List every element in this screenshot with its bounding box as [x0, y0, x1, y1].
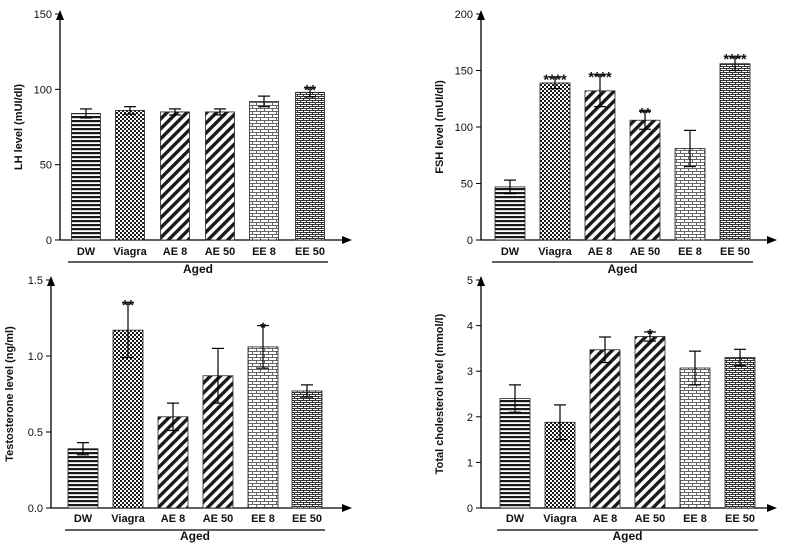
- fsh-significance-label: ****: [543, 71, 567, 88]
- lh-significance-label: **: [304, 82, 316, 99]
- fsh-x-tick-label: EE 50: [720, 246, 750, 258]
- cholesterol-x-tick-label: EE 50: [725, 513, 755, 525]
- fsh-x-tick-label: DW: [501, 246, 520, 258]
- testosterone-y-tick-label: 1.5: [28, 275, 43, 287]
- fsh-significance-label: ****: [723, 51, 747, 68]
- lh-y-tick-label: 50: [40, 160, 52, 172]
- fsh-group-label: Aged: [608, 262, 638, 276]
- cholesterol-y-axis-label: Total cholesterol level (mmol/l): [434, 313, 446, 474]
- fsh-bar: [494, 186, 526, 241]
- lh-x-tick-label: DW: [77, 246, 96, 258]
- cholesterol-bar: [679, 367, 711, 509]
- cholesterol-x-tick-label: AE 8: [593, 513, 617, 525]
- fsh-significance-label: **: [639, 105, 651, 122]
- testosterone-bar: [67, 448, 99, 509]
- fsh-x-tick-label: AE 8: [588, 246, 612, 258]
- lh-y-tick-label: 100: [34, 84, 52, 96]
- fsh-y-tick-label: 150: [455, 66, 473, 78]
- fsh-bar: [719, 63, 751, 241]
- lh-x-tick-label: Viagra: [113, 246, 147, 258]
- cholesterol-y-tick-label: 5: [467, 275, 473, 287]
- cholesterol-y-tick-label: 3: [467, 366, 473, 378]
- testosterone-y-axis-arrow-icon: [47, 276, 55, 286]
- testosterone-x-tick-label: EE 50: [292, 513, 322, 525]
- testosterone-significance-label: **: [122, 297, 134, 314]
- lh-y-tick-label: 0: [46, 235, 52, 247]
- cholesterol-y-tick-label: 1: [467, 457, 473, 469]
- cholesterol-y-axis-arrow-icon: [477, 276, 485, 286]
- cholesterol-significance-label: *: [647, 326, 653, 343]
- testosterone-x-tick-label: EE 8: [251, 513, 275, 525]
- lh-x-tick-label: EE 50: [295, 246, 325, 258]
- fsh-bar: [629, 119, 661, 241]
- cholesterol-bar: [634, 336, 666, 509]
- fsh-y-tick-label: 50: [461, 179, 473, 191]
- lh-group-label: Aged: [183, 262, 213, 276]
- lh-bar: [249, 100, 279, 241]
- lh-x-tick-label: AE 50: [205, 246, 236, 258]
- cholesterol-bar: [544, 421, 576, 509]
- testosterone-y-tick-label: 0.0: [28, 503, 43, 515]
- lh-bar: [160, 111, 190, 241]
- testosterone-x-tick-label: AE 8: [161, 513, 185, 525]
- fsh-x-tick-label: AE 50: [630, 246, 661, 258]
- cholesterol-bar: [499, 398, 531, 509]
- cholesterol-x-axis-arrow-icon: [767, 504, 777, 512]
- lh-bar: [71, 113, 101, 241]
- cholesterol-y-tick-label: 2: [467, 412, 473, 424]
- testosterone-y-axis-label: Testosterone level (ng/ml): [4, 326, 16, 462]
- cholesterol-x-tick-label: DW: [506, 513, 525, 525]
- lh-chart: 0 50 100 150 LH level (mUI/dl) DW Viagra AE 8 AE…: [13, 9, 352, 276]
- fsh-y-axis-label: FSH level (mUI/dl): [434, 80, 446, 174]
- lh-bar: [295, 91, 325, 241]
- testosterone-x-tick-label: Viagra: [111, 513, 145, 525]
- fsh-x-axis-arrow-icon: [767, 236, 777, 244]
- testosterone-bar: [291, 390, 323, 509]
- fsh-bar: [584, 90, 616, 241]
- cholesterol-y-tick-label: 0: [467, 503, 473, 515]
- lh-y-axis-arrow-icon: [56, 10, 64, 20]
- testosterone-chart: 0.0 0.5 1.0 1.5 Testosterone level (ng/ml) DW…: [4, 275, 352, 543]
- lh-x-axis-arrow-icon: [342, 236, 352, 244]
- fsh-y-tick-label: 200: [455, 9, 473, 21]
- cholesterol-bar: [724, 357, 756, 509]
- cholesterol-x-tick-label: Viagra: [543, 513, 577, 525]
- cholesterol-group-label: Aged: [613, 529, 643, 543]
- testosterone-x-tick-label: AE 50: [203, 513, 234, 525]
- lh-x-tick-label: AE 8: [163, 246, 187, 258]
- lh-y-axis-label: LH level (mUI/dl): [13, 84, 25, 171]
- cholesterol-x-tick-label: EE 8: [683, 513, 707, 525]
- testosterone-x-axis-arrow-icon: [342, 504, 352, 512]
- testosterone-significance-label: *: [260, 320, 266, 337]
- testosterone-bar: [247, 346, 279, 509]
- lh-y-tick-label: 150: [34, 9, 52, 21]
- fsh-y-axis-arrow-icon: [477, 10, 485, 20]
- fsh-x-tick-label: Viagra: [538, 246, 572, 258]
- testosterone-x-tick-label: DW: [74, 513, 93, 525]
- fsh-significance-label: ****: [588, 69, 612, 86]
- cholesterol-chart: 0 1 2 3 4 5 Total cholesterol level (mmol/l) DW…: [434, 275, 777, 543]
- fsh-y-tick-label: 0: [467, 235, 473, 247]
- cholesterol-x-tick-label: AE 50: [635, 513, 666, 525]
- fsh-x-tick-label: EE 8: [678, 246, 702, 258]
- lh-x-tick-label: EE 8: [252, 246, 276, 258]
- testosterone-group-label: Aged: [180, 529, 210, 543]
- testosterone-y-tick-label: 1.0: [28, 351, 43, 363]
- testosterone-y-tick-label: 0.5: [28, 427, 43, 439]
- lh-bar: [205, 111, 235, 241]
- lh-bar: [115, 110, 145, 241]
- cholesterol-y-tick-label: 4: [467, 321, 473, 333]
- testosterone-bar: [157, 416, 189, 509]
- cholesterol-bar: [589, 349, 621, 509]
- fsh-chart: 0 50 100 150 200 FSH level (mUI/dl) DW **** Viag…: [434, 9, 777, 276]
- fsh-bar: [539, 82, 571, 241]
- fsh-y-tick-label: 100: [455, 122, 473, 134]
